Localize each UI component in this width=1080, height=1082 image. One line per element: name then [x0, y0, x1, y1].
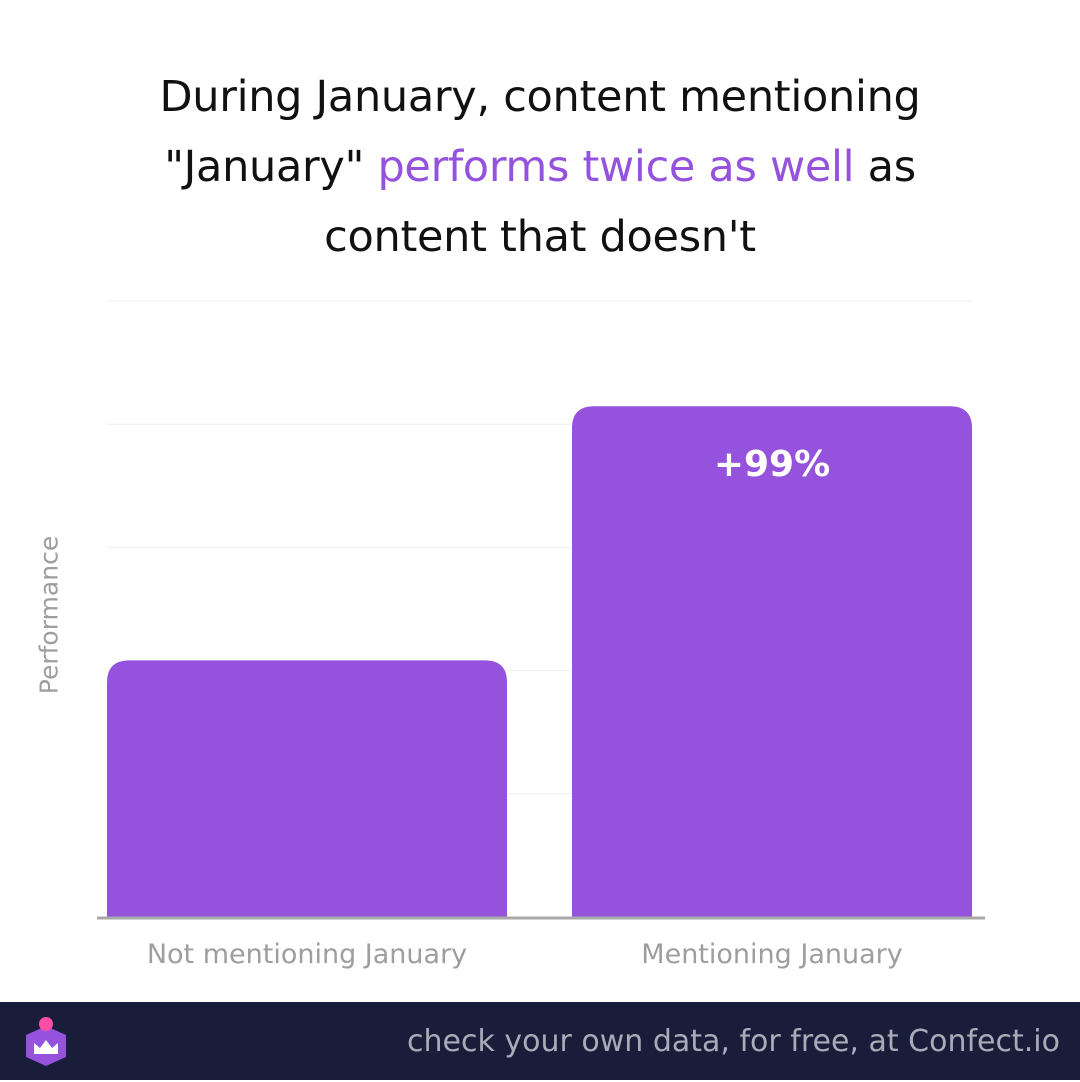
title-line-3: content that doesn't: [324, 212, 756, 262]
crown-logo-icon: [26, 1017, 66, 1066]
title-line-2-end: as: [854, 142, 916, 192]
y-axis-label: Performance: [34, 535, 64, 695]
x-tick-label: Not mentioning January: [147, 939, 467, 970]
title-line-2: "January" performs twice as well as: [60, 132, 1020, 202]
title-line-1: During January, content mentioning: [159, 72, 921, 122]
bar-1: [107, 660, 507, 917]
title-line-2-start: "January": [164, 142, 378, 192]
footer-cta-text: check your own data, for free, at Confec…: [407, 1024, 1060, 1059]
bar-2: [572, 406, 972, 917]
footer-bar: check your own data, for free, at Confec…: [0, 1002, 1080, 1080]
x-tick-label: Mentioning January: [641, 939, 902, 970]
bar-data-label: +99%: [714, 444, 830, 485]
title-highlight: performs twice as well: [377, 142, 855, 192]
chart-title: During January, content mentioning "Janu…: [60, 62, 1020, 272]
bar-chart: Not mentioning January +99% Mentioning Jan…: [97, 300, 985, 970]
